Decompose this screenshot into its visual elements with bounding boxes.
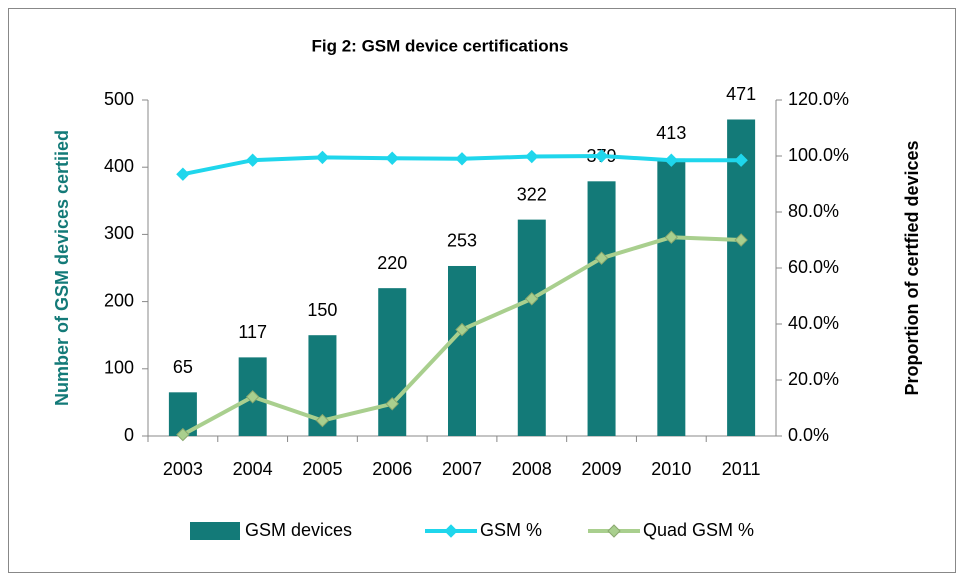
marker: [594, 149, 609, 163]
marker: [525, 292, 539, 306]
legend-marker: [607, 524, 621, 538]
y-tick-label: 100: [104, 358, 134, 378]
marker: [245, 153, 260, 167]
y-tick-label: 300: [104, 223, 134, 243]
x-tick-label: 2009: [582, 459, 622, 479]
bar: [378, 288, 407, 436]
marker: [455, 152, 469, 166]
data-label: 150: [307, 300, 337, 320]
marker: [594, 251, 609, 265]
marker: [734, 233, 748, 247]
data-label: 65: [173, 357, 193, 377]
x-tick-label: 2004: [233, 459, 273, 479]
x-tick-label: 2008: [512, 459, 552, 479]
chart-title: Fig 2: GSM device certifications: [312, 36, 569, 55]
bar: [727, 119, 756, 436]
y-tick-label: 200: [104, 290, 134, 310]
x-tick-label: 2006: [372, 459, 412, 479]
marker: [525, 149, 539, 164]
x-tick-label: 2003: [163, 459, 203, 479]
marker: [664, 230, 679, 244]
marker: [385, 151, 399, 165]
marker: [315, 150, 330, 165]
marker: [734, 153, 748, 167]
marker: [176, 427, 190, 442]
marker: [176, 167, 190, 181]
marker: [315, 413, 330, 428]
data-label: 117: [238, 322, 267, 342]
y2-tick-label: 0.0%: [788, 425, 829, 445]
y-axis-title: Number of GSM devices certiied: [52, 130, 72, 406]
legend-label: Quad GSM %: [643, 520, 754, 540]
y2-tick-label: 20.0%: [788, 369, 839, 389]
y-tick-label: 0: [124, 425, 134, 445]
x-tick-label: 2005: [302, 459, 342, 479]
bar: [448, 265, 476, 436]
marker: [245, 390, 260, 404]
y2-tick-label: 40.0%: [788, 313, 839, 333]
x-tick-label: 2010: [651, 459, 691, 479]
y-tick-label: 500: [104, 89, 134, 109]
data-label: 220: [377, 253, 407, 273]
y2-tick-label: 80.0%: [788, 201, 839, 221]
x-tick-label: 2007: [442, 459, 482, 479]
legend-marker: [444, 524, 458, 538]
bar: [587, 181, 616, 436]
y2-tick-label: 120.0%: [788, 89, 849, 109]
bar: [517, 219, 546, 436]
y-tick-label: 400: [104, 156, 134, 176]
y2-tick-label: 100.0%: [788, 145, 849, 165]
y2-tick-label: 60.0%: [788, 257, 839, 277]
legend-label: GSM %: [480, 520, 542, 540]
marker: [455, 322, 469, 337]
data-label: 253: [447, 231, 477, 251]
marker: [385, 397, 399, 411]
data-label: 322: [517, 184, 547, 204]
data-label: 471: [726, 84, 756, 104]
data-label: 413: [656, 123, 686, 143]
legend-label: GSM devices: [245, 520, 352, 540]
y2-axis-title: Proportion of certfied devices: [902, 140, 922, 395]
x-tick-label: 2011: [722, 459, 761, 479]
legend-swatch: [190, 522, 240, 540]
chart-border: [8, 8, 956, 573]
marker: [664, 153, 679, 167]
bar: [657, 158, 686, 437]
